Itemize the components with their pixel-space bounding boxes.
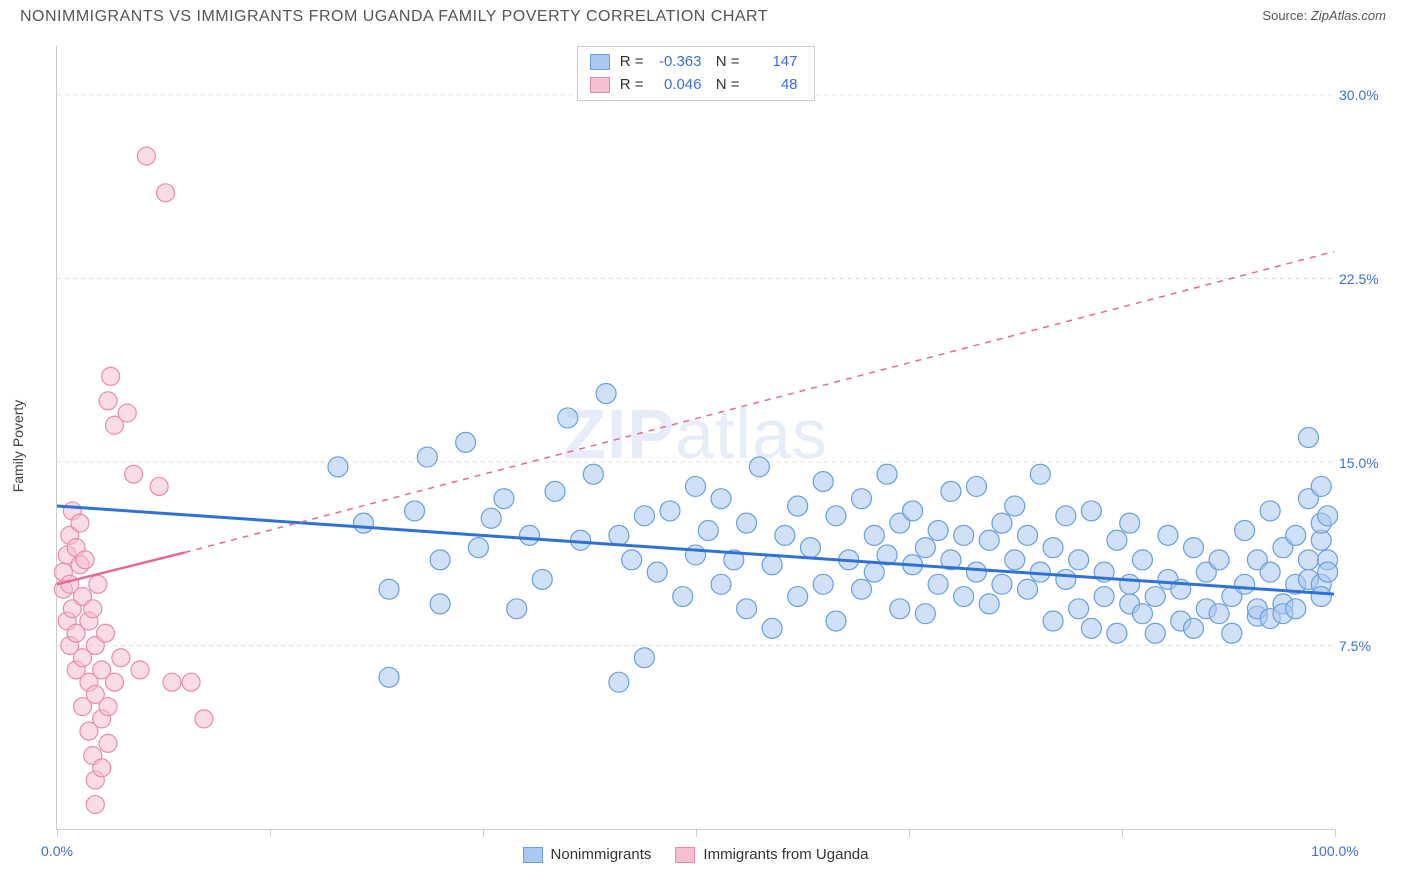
- chart-plot-area: ZIPatlas 7.5%15.0%22.5%30.0% 0.0%100.0% …: [56, 46, 1334, 830]
- correlation-stats-box: R = -0.363 N = 147 R = 0.046 N = 48: [577, 46, 815, 101]
- x-tick-label: 0.0%: [41, 843, 73, 859]
- legend: Nonimmigrants Immigrants from Uganda: [523, 846, 869, 863]
- stats-row-nonimmigrants: R = -0.363 N = 147: [590, 51, 802, 74]
- y-axis-label: Family Poverty: [10, 400, 26, 493]
- swatch-nonimmigrants: [590, 54, 610, 70]
- legend-item-immigrants: Immigrants from Uganda: [675, 846, 868, 863]
- scatter-plot-svg: [57, 46, 1334, 829]
- legend-item-nonimmigrants: Nonimmigrants: [523, 846, 652, 863]
- y-tick-label: 30.0%: [1339, 87, 1394, 103]
- x-tick-label: 100.0%: [1311, 843, 1358, 859]
- legend-swatch-immigrants: [675, 847, 695, 863]
- y-tick-label: 7.5%: [1339, 638, 1394, 654]
- source-attribution: Source: ZipAtlas.com: [1262, 8, 1386, 23]
- y-tick-label: 15.0%: [1339, 455, 1394, 471]
- chart-title: NONIMMIGRANTS VS IMMIGRANTS FROM UGANDA …: [20, 8, 768, 26]
- stats-row-immigrants: R = 0.046 N = 48: [590, 74, 802, 97]
- legend-swatch-nonimmigrants: [523, 847, 543, 863]
- y-tick-label: 22.5%: [1339, 271, 1394, 287]
- swatch-immigrants: [590, 77, 610, 93]
